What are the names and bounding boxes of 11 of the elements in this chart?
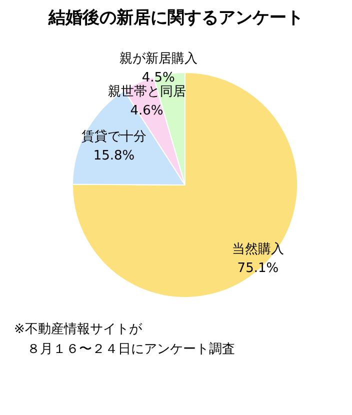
data-label: 4.6% bbox=[130, 103, 164, 118]
slice-label: 当然購入 bbox=[232, 242, 284, 257]
chart-title: 結婚後の新居に関するアンケート bbox=[47, 7, 304, 29]
data-label: 4.5% bbox=[142, 70, 175, 86]
slice-label: 親が新居購入 bbox=[119, 51, 198, 66]
data-label: 15.8% bbox=[93, 148, 135, 164]
slice-label: 賃貸で十分 bbox=[82, 129, 147, 144]
text: ８月１６〜２４日にアンケート調査 bbox=[26, 341, 235, 359]
slice-label: 親世帯と同居 bbox=[108, 84, 186, 100]
text: ※不動産情報サイトが bbox=[14, 321, 143, 339]
data-label: 75.1% bbox=[237, 260, 279, 276]
